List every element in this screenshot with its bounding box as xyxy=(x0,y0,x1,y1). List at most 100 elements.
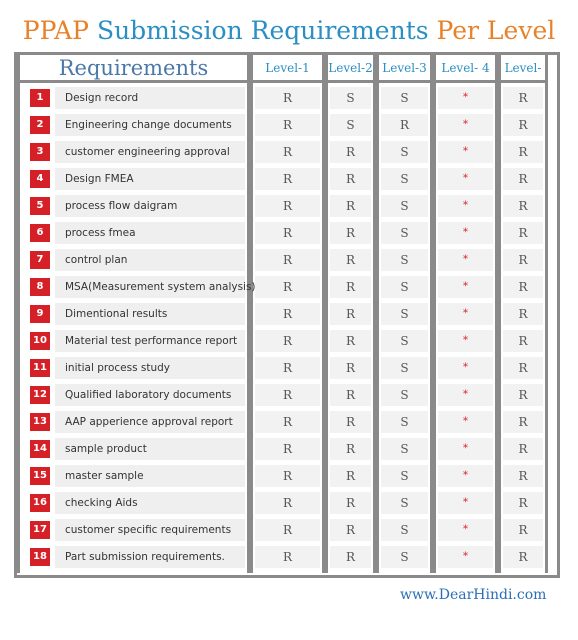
level-cell: R xyxy=(255,357,320,379)
requirement: process flow daigram xyxy=(55,195,245,217)
level-cell: * xyxy=(438,357,493,379)
level-cell: R xyxy=(503,195,543,217)
level-cell: * xyxy=(438,303,493,325)
level-cell: S xyxy=(381,276,428,298)
level-cell: S xyxy=(381,168,428,190)
level-cell: S xyxy=(381,438,428,460)
level-cell: R xyxy=(330,438,371,460)
level-cell: R xyxy=(330,168,371,190)
level-cell: R xyxy=(503,411,543,433)
level-cell: * xyxy=(438,438,493,460)
level-cell: R xyxy=(255,411,320,433)
level-cell: R xyxy=(255,519,320,541)
level-cell: * xyxy=(438,276,493,298)
row-number: 1 xyxy=(30,89,50,107)
requirement: customer engineering approval xyxy=(55,141,245,163)
requirement: Dimentional results xyxy=(55,303,245,325)
level-cell: * xyxy=(438,465,493,487)
level-cell: R xyxy=(330,249,371,271)
level-cell: R xyxy=(503,249,543,271)
row-number: 16 xyxy=(30,494,50,512)
level-cell: R xyxy=(255,546,320,568)
requirement: sample product xyxy=(55,438,245,460)
title-part: Per Level xyxy=(436,16,556,45)
level-cell: * xyxy=(438,492,493,514)
level-cell: R xyxy=(255,384,320,406)
column-header: Level-2 xyxy=(328,56,373,83)
level-cell: R xyxy=(255,141,320,163)
row-number: 17 xyxy=(30,521,50,539)
level-cell: R xyxy=(330,195,371,217)
requirement: MSA(Measurement system analysis) xyxy=(55,276,256,298)
footer: www.DearHindi.com xyxy=(400,587,547,603)
column xyxy=(325,55,376,573)
level-cell: S xyxy=(381,384,428,406)
level-cell: * xyxy=(438,87,493,109)
row-number: 15 xyxy=(30,467,50,485)
level-cell: R xyxy=(503,492,543,514)
requirement: master sample xyxy=(55,465,245,487)
level-cell: * xyxy=(438,384,493,406)
column xyxy=(498,55,548,573)
level-cell: R xyxy=(255,87,320,109)
requirement: Engineering change documents xyxy=(55,114,245,136)
row-number: 9 xyxy=(30,305,50,323)
level-cell: R xyxy=(255,465,320,487)
level-cell: S xyxy=(381,357,428,379)
row-number: 11 xyxy=(30,359,50,377)
requirement: control plan xyxy=(55,249,245,271)
level-cell: R xyxy=(255,114,320,136)
column xyxy=(433,55,498,573)
level-cell: R xyxy=(503,114,543,136)
row-number: 8 xyxy=(30,278,50,296)
level-cell: R xyxy=(330,519,371,541)
requirement: Material test performance report xyxy=(55,330,245,352)
requirement: AAP apperience approval report xyxy=(55,411,245,433)
level-cell: R xyxy=(330,384,371,406)
level-cell: * xyxy=(438,330,493,352)
level-cell: R xyxy=(503,222,543,244)
level-cell: * xyxy=(438,249,493,271)
level-cell: S xyxy=(381,195,428,217)
level-cell: * xyxy=(438,222,493,244)
column xyxy=(376,55,433,573)
level-cell: * xyxy=(438,168,493,190)
level-cell: R xyxy=(330,141,371,163)
row-number: 18 xyxy=(30,548,50,566)
column-header: Level-5 xyxy=(501,56,545,99)
level-cell: R xyxy=(330,411,371,433)
column-header: Level-3 xyxy=(379,56,430,83)
title-part: Submission Requirements xyxy=(96,16,429,45)
column-header: Requirements xyxy=(20,56,247,83)
level-cell: S xyxy=(330,87,371,109)
row-number: 6 xyxy=(30,224,50,242)
level-cell: R xyxy=(330,276,371,298)
level-cell: R xyxy=(503,141,543,163)
level-cell: R xyxy=(255,222,320,244)
level-cell: S xyxy=(381,411,428,433)
level-cell: R xyxy=(503,438,543,460)
level-cell: R xyxy=(255,195,320,217)
level-cell: R xyxy=(503,168,543,190)
level-cell: R xyxy=(255,168,320,190)
level-cell: S xyxy=(381,249,428,271)
requirement: Qualified laboratory documents xyxy=(55,384,245,406)
column-header: Level-1 xyxy=(253,56,322,83)
level-cell: S xyxy=(381,465,428,487)
level-cell: * xyxy=(438,546,493,568)
level-cell: S xyxy=(381,492,428,514)
level-cell: S xyxy=(381,519,428,541)
row-number: 13 xyxy=(30,413,50,431)
level-cell: R xyxy=(503,546,543,568)
level-cell: R xyxy=(503,465,543,487)
level-cell: R xyxy=(330,465,371,487)
level-cell: R xyxy=(503,384,543,406)
level-cell: R xyxy=(503,357,543,379)
level-cell: R xyxy=(255,249,320,271)
level-cell: * xyxy=(438,411,493,433)
row-number: 5 xyxy=(30,197,50,215)
requirement: Design record xyxy=(55,87,245,109)
row-number: 12 xyxy=(30,386,50,404)
level-cell: R xyxy=(503,519,543,541)
level-cell: S xyxy=(381,303,428,325)
